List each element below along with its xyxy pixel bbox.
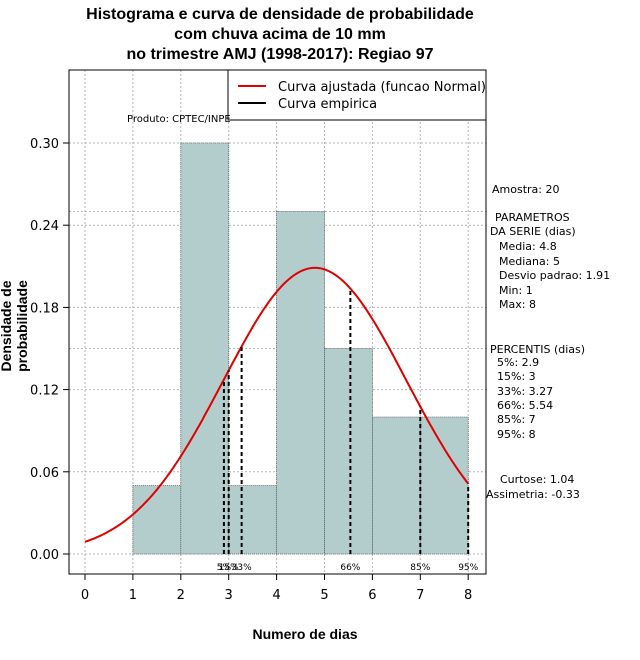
percentile-15: 15%: 3 bbox=[497, 370, 536, 383]
x-tick-label: 4 bbox=[272, 588, 280, 603]
percentile-95: 95%: 8 bbox=[497, 428, 536, 441]
stat-mean: Media: 4.8 bbox=[499, 240, 557, 253]
histogram-bar bbox=[228, 485, 277, 555]
chart-title-line-3: no trimestre AMJ (1998-2017): Regiao 97 bbox=[126, 46, 434, 63]
percentile-label: 5% bbox=[217, 563, 232, 573]
sample-size: Amostra: 20 bbox=[492, 183, 560, 196]
histogram-bar bbox=[276, 211, 325, 555]
params-heading-2: DA SERIE (dias) bbox=[490, 225, 576, 238]
chart-title-line-2: com chuva acima de 10 mm bbox=[174, 26, 386, 43]
histogram-bar bbox=[419, 416, 469, 555]
percentile-5: 5%: 2.9 bbox=[497, 356, 540, 369]
normal-curve-line bbox=[84, 266, 469, 543]
x-tick-label: 1 bbox=[129, 588, 137, 603]
histogram-bar bbox=[180, 142, 230, 555]
x-tick-label: 7 bbox=[416, 588, 424, 603]
stat-median: Mediana: 5 bbox=[499, 255, 560, 268]
percentile-label: 85% bbox=[410, 563, 430, 573]
x-tick-label: 2 bbox=[177, 588, 185, 603]
y-tick-label: 0.00 bbox=[30, 548, 59, 563]
histogram-bar bbox=[324, 348, 373, 555]
x-axis-title: Numero de dias bbox=[252, 626, 358, 642]
x-tick-label: 3 bbox=[225, 588, 233, 603]
kurtosis: Curtose: 1.04 bbox=[500, 473, 575, 486]
y-tick-label: 0.12 bbox=[30, 384, 59, 399]
percentile-66: 66%: 5.54 bbox=[497, 399, 554, 412]
x-tick-label: 8 bbox=[464, 588, 472, 603]
x-tick-label: 6 bbox=[368, 588, 376, 603]
percentiles-heading: PERCENTIS (dias) bbox=[490, 343, 586, 356]
y-tick-label: 0.30 bbox=[30, 137, 59, 152]
stat-stdev: Desvio padrao: 1.91 bbox=[499, 269, 611, 282]
percentile-label: 33% bbox=[232, 563, 252, 573]
x-tick-label: 0 bbox=[81, 588, 89, 603]
percentile-33: 33%: 3.27 bbox=[497, 385, 554, 398]
legend-box bbox=[227, 69, 487, 121]
legend-label-normal: Curva ajustada (funcao Normal) bbox=[278, 80, 486, 95]
y-tick-label: 0.24 bbox=[30, 219, 59, 234]
y-tick-label: 0.06 bbox=[30, 466, 59, 481]
skewness: Assimetria: -0.33 bbox=[486, 488, 580, 501]
y-axis-title: Densidade de probabilidade bbox=[0, 280, 30, 372]
y-tick-label: 0.18 bbox=[30, 301, 59, 316]
histogram-bar bbox=[132, 485, 182, 555]
x-tick-label: 5 bbox=[320, 588, 328, 603]
product-credit: Produto: CPTEC/INPE bbox=[127, 114, 231, 125]
percentile-label: 15% bbox=[219, 563, 239, 573]
percentile-85: 85%: 7 bbox=[497, 413, 536, 426]
stat-min: Min: 1 bbox=[499, 284, 533, 297]
histogram-bar bbox=[371, 416, 421, 555]
percentile-label: 95% bbox=[458, 563, 478, 573]
legend-label-empirical: Curva empirica bbox=[278, 97, 377, 112]
percentile-label: 66% bbox=[340, 563, 360, 573]
stat-max: Max: 8 bbox=[499, 298, 536, 311]
params-heading-1: PARAMETROS bbox=[495, 211, 570, 224]
chart-title-line-1: Histograma e curva de densidade de proba… bbox=[86, 6, 474, 23]
